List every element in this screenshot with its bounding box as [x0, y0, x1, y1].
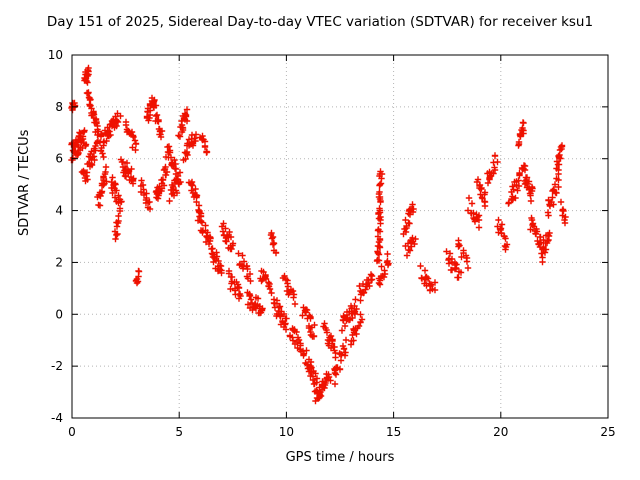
y-tick-label: -4 — [51, 411, 63, 425]
x-tick-label: 25 — [600, 425, 615, 439]
x-tick-label: 20 — [493, 425, 508, 439]
y-tick-label: 6 — [55, 152, 63, 166]
chart-title: Day 151 of 2025, Sidereal Day-to-day VTE… — [46, 14, 594, 30]
x-tick-label: 10 — [279, 425, 294, 439]
scatter-markers — [68, 64, 569, 405]
x-tick-label: 0 — [68, 425, 76, 439]
y-tick-label: 2 — [55, 255, 63, 269]
y-tick-label: 4 — [55, 204, 63, 218]
y-tick-label: -2 — [51, 359, 63, 373]
y-tick-label: 8 — [55, 100, 63, 114]
x-tick-label: 5 — [175, 425, 183, 439]
y-tick-label: 0 — [55, 307, 63, 321]
y-tick-label: 10 — [48, 48, 63, 62]
x-axis-label: GPS time / hours — [285, 450, 395, 465]
x-tick-label: 15 — [386, 425, 401, 439]
plot-border — [71, 54, 609, 419]
